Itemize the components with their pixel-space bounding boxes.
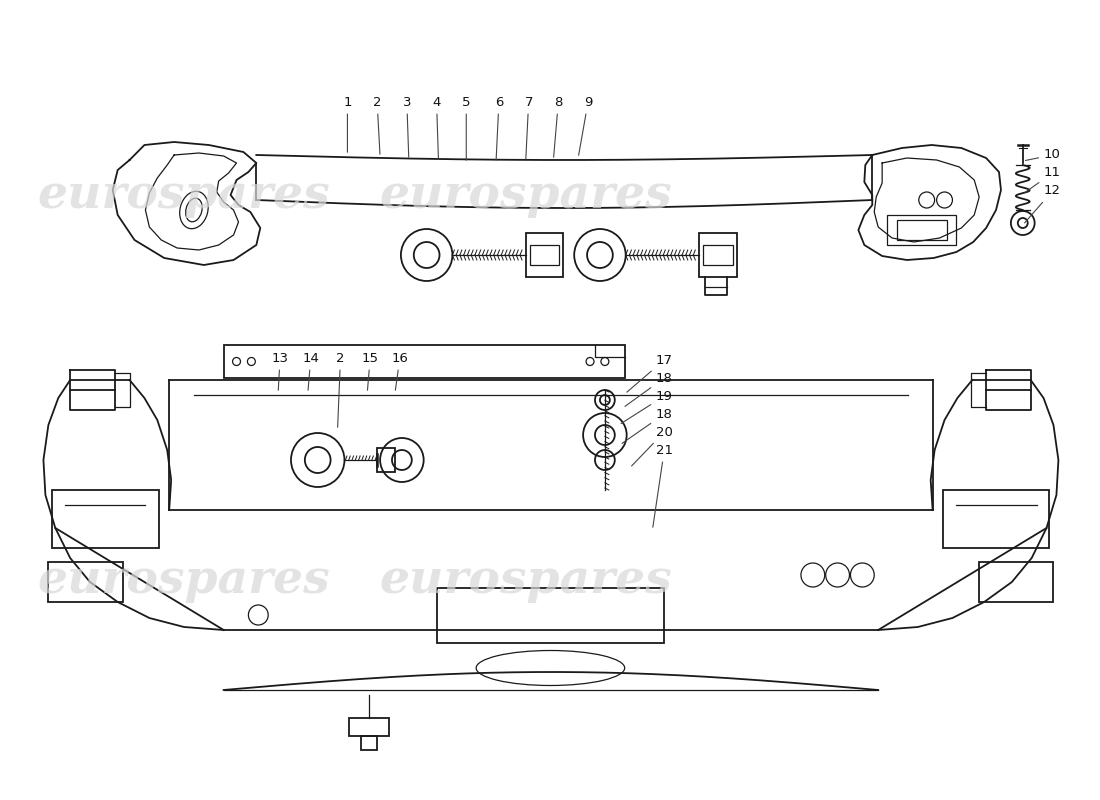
Text: 15: 15: [362, 351, 378, 390]
Bar: [223, 345, 625, 378]
Text: 13: 13: [272, 351, 288, 390]
Text: eurospares: eurospares: [37, 172, 330, 218]
Text: 2: 2: [337, 351, 344, 427]
Text: 2: 2: [373, 95, 382, 154]
Bar: [48, 562, 122, 602]
Text: 4: 4: [432, 95, 441, 159]
Text: 11: 11: [1025, 166, 1062, 192]
Text: 5: 5: [462, 95, 471, 160]
Text: eurospares: eurospares: [379, 172, 672, 218]
Bar: [350, 718, 389, 736]
Text: 16: 16: [392, 351, 408, 390]
Text: 6: 6: [495, 95, 503, 160]
Text: 21: 21: [652, 443, 673, 527]
Bar: [896, 220, 946, 240]
Text: 18: 18: [621, 407, 673, 443]
Text: 18: 18: [625, 371, 673, 406]
Text: eurospares: eurospares: [37, 557, 330, 603]
Text: 7: 7: [525, 95, 532, 159]
Bar: [529, 245, 559, 265]
Bar: [698, 233, 737, 277]
Bar: [437, 588, 664, 643]
Text: 19: 19: [621, 390, 673, 423]
Text: 10: 10: [1025, 149, 1060, 162]
Bar: [526, 233, 563, 277]
Text: 8: 8: [553, 95, 562, 158]
Text: eurospares: eurospares: [379, 557, 672, 603]
Bar: [703, 245, 733, 265]
Text: 3: 3: [403, 95, 411, 158]
Text: 9: 9: [579, 95, 592, 155]
Text: 17: 17: [627, 354, 673, 392]
Bar: [377, 448, 395, 472]
Bar: [887, 215, 956, 245]
Text: 12: 12: [1024, 185, 1062, 223]
Bar: [979, 562, 1054, 602]
Text: 14: 14: [302, 351, 319, 390]
Text: 20: 20: [631, 426, 673, 466]
Text: 1: 1: [343, 95, 352, 152]
Bar: [361, 736, 377, 750]
